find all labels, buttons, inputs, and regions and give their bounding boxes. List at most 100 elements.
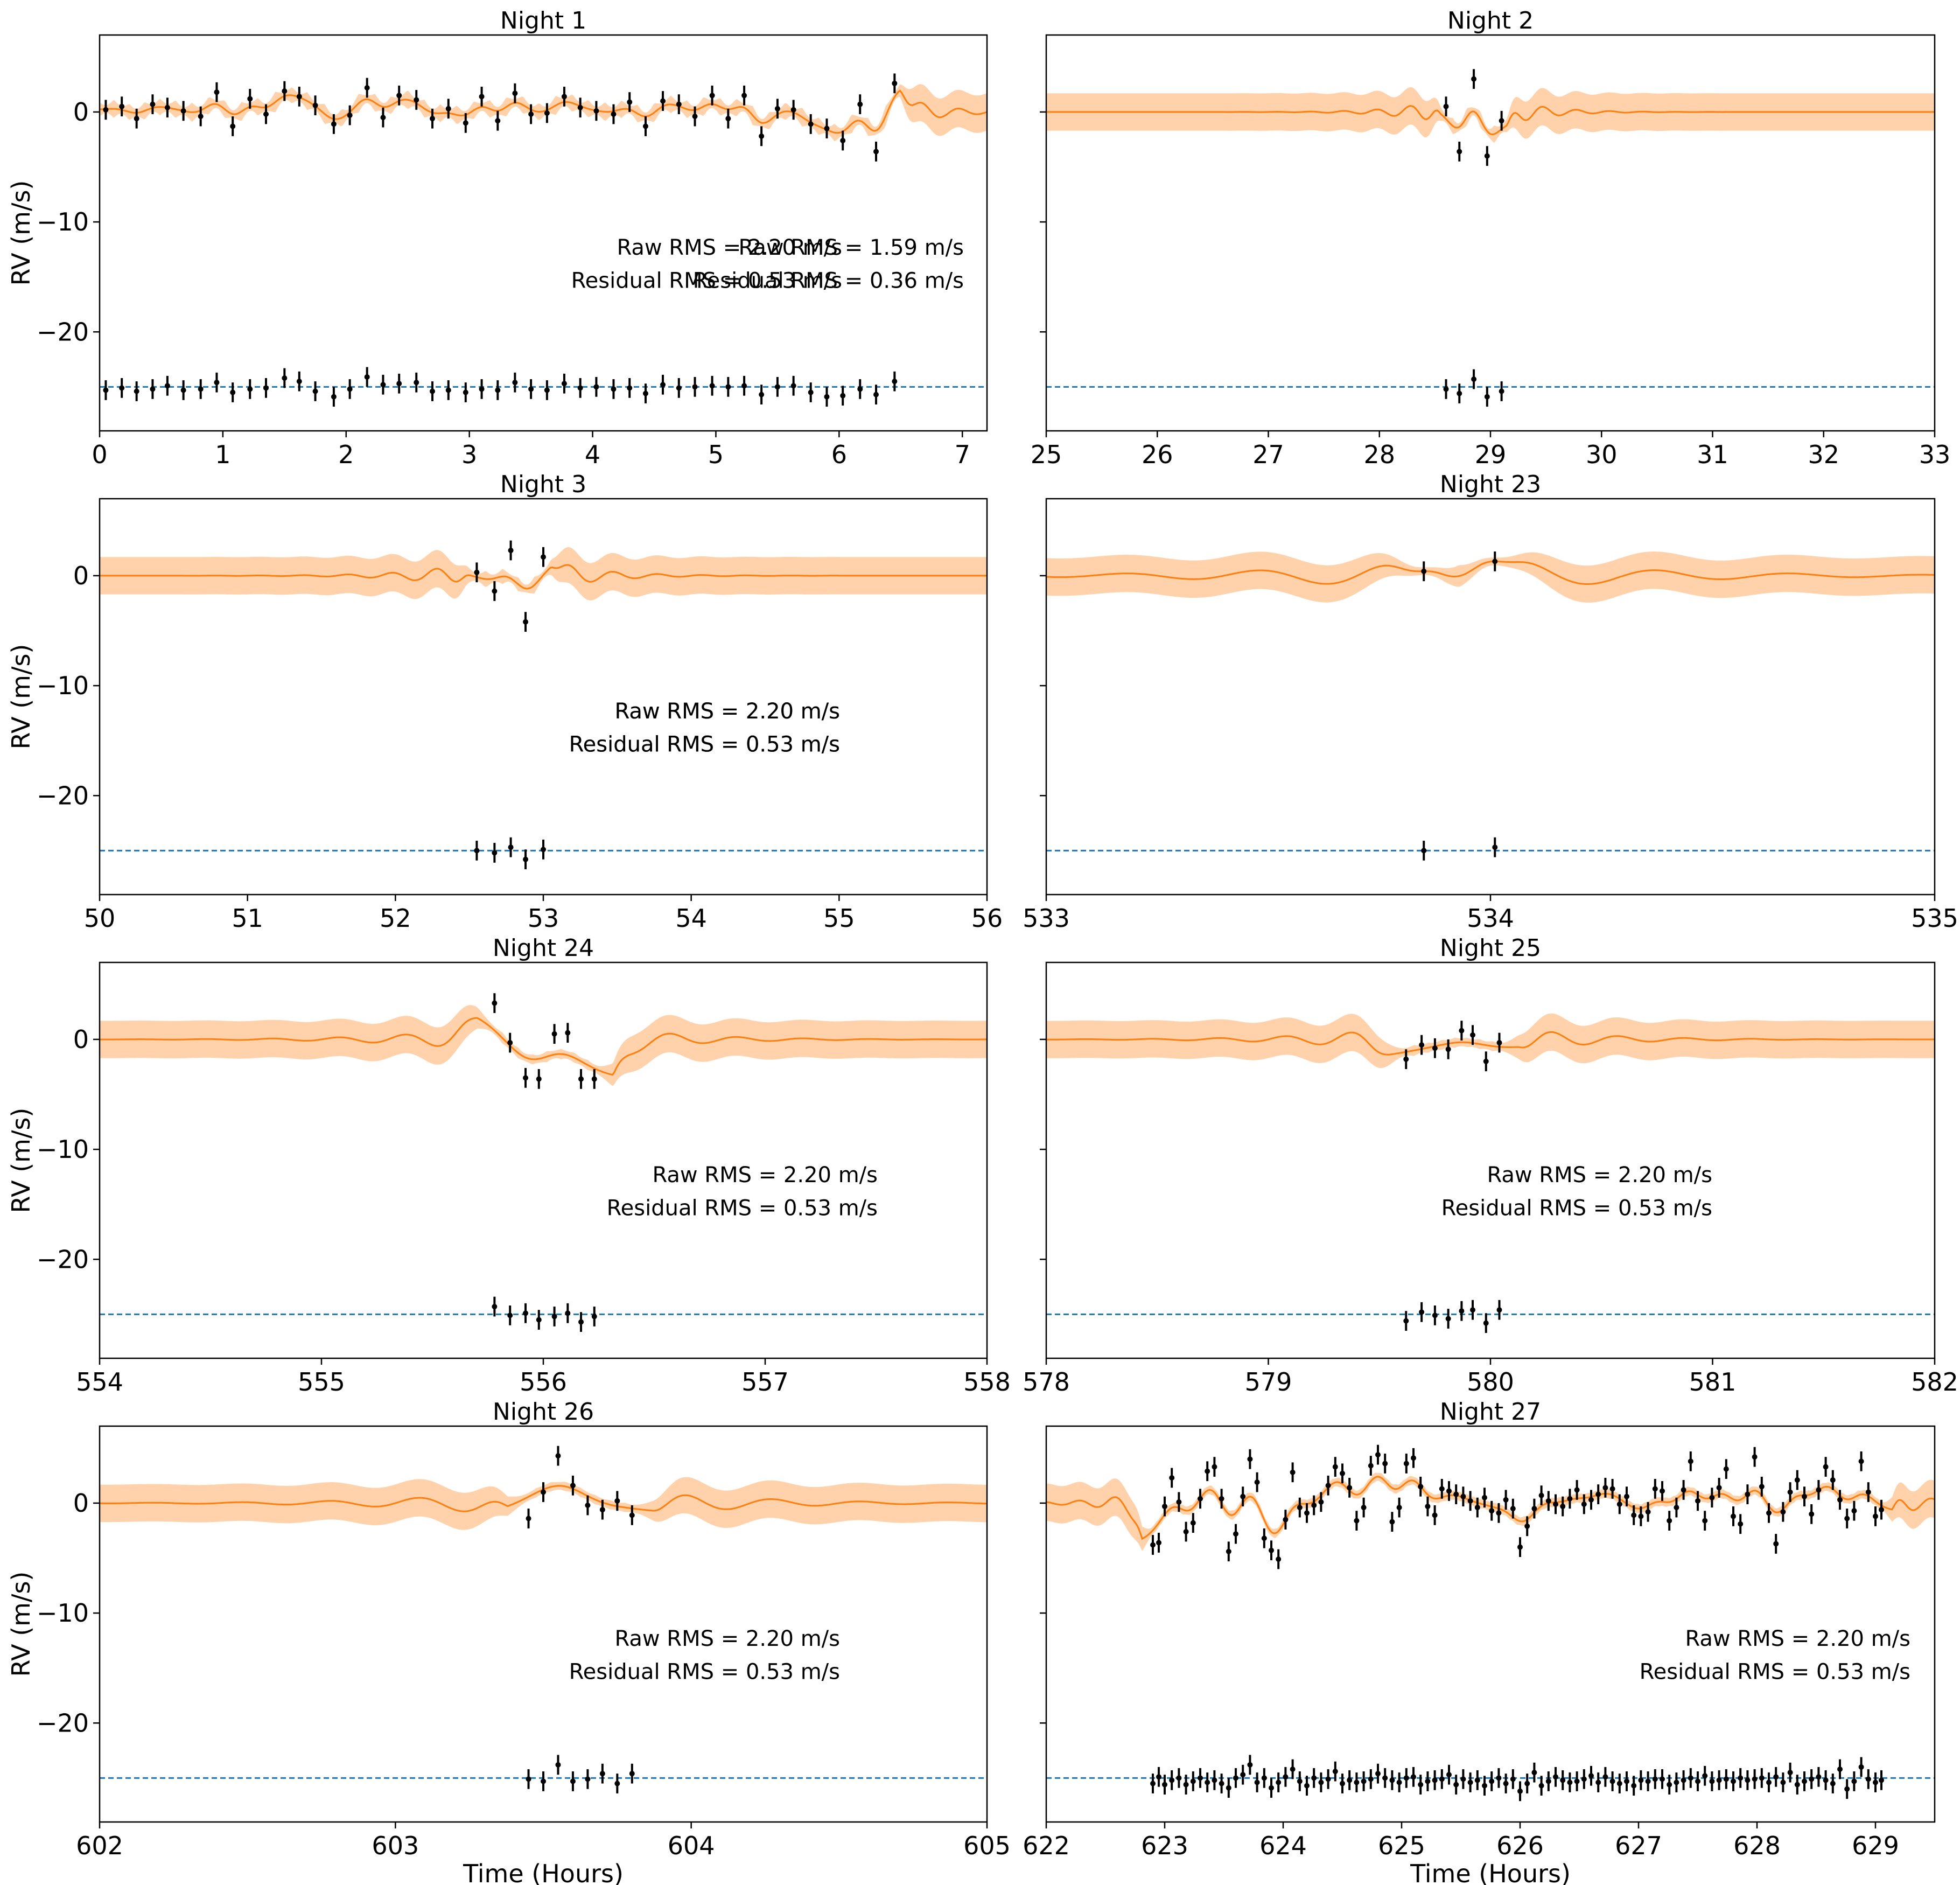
x-tick-label: 7	[955, 440, 970, 469]
residual-point	[741, 383, 747, 389]
y-tick-label: −20	[37, 1245, 89, 1274]
residual-point	[526, 1776, 531, 1782]
x-tick-label: 557	[741, 1367, 789, 1397]
residual-point	[555, 1762, 561, 1768]
rv-point	[1162, 1504, 1167, 1510]
residual-point	[1631, 1783, 1637, 1789]
rv-point	[119, 103, 125, 109]
residual-point	[1716, 1777, 1722, 1783]
rv-point	[364, 85, 370, 90]
model-line	[1046, 561, 1935, 585]
residual-point	[1809, 1776, 1815, 1782]
x-tick-label: 623	[1141, 1831, 1188, 1860]
rv-point	[474, 569, 480, 575]
residual-point	[119, 385, 125, 391]
rv-point	[1595, 1491, 1601, 1497]
subplot-7: Night 26 602 603 604 605 0 −10 −20 RV (m/s) Time …	[6, 1398, 1011, 1885]
residual-point	[396, 381, 402, 387]
rv-point	[512, 90, 518, 96]
residual-point	[263, 385, 269, 391]
residual-point	[1418, 1782, 1424, 1788]
rv-point	[180, 108, 186, 114]
residual-point	[1226, 1785, 1231, 1791]
rv-point	[1297, 1505, 1303, 1511]
residual-point	[1283, 1774, 1289, 1780]
subplot-title: Night 1	[500, 7, 586, 34]
rv-point	[1702, 1518, 1708, 1524]
rv-point	[1688, 1458, 1693, 1464]
subplot-5: Night 24 554 555 556 557 558 0 −10 −20 RV (m/s) Ra…	[6, 934, 1011, 1397]
residual-point	[614, 1781, 620, 1786]
residual-point	[790, 383, 796, 389]
rv-point	[1602, 1485, 1608, 1491]
residual-rms-annotation: Residual RMS = 0.53 m/s	[569, 732, 840, 757]
model-line	[100, 1017, 987, 1076]
plot-area	[100, 540, 987, 870]
residual-point	[1681, 1777, 1686, 1783]
rv-point	[1318, 1499, 1324, 1505]
residual-point	[541, 1778, 546, 1784]
residual-point	[1492, 844, 1498, 850]
residual-point	[1403, 1318, 1409, 1324]
residual-point	[1439, 1776, 1445, 1782]
rv-point	[1389, 1519, 1395, 1525]
raw-rms-annotation: Raw RMS = 1.59 m/s	[738, 235, 964, 260]
rv-point	[1809, 1511, 1815, 1517]
residual-point	[676, 385, 682, 391]
x-tick-label: 627	[1615, 1831, 1662, 1860]
rv-point	[642, 123, 648, 129]
raw-rms-annotation: Raw RMS = 2.20 m/s	[1685, 1626, 1910, 1651]
residual-point	[1830, 1781, 1836, 1786]
residual-point	[1457, 390, 1462, 396]
residual-point	[1667, 1782, 1672, 1788]
rv-point	[570, 1483, 576, 1489]
rv-point	[1368, 1463, 1374, 1469]
residual-point	[1879, 1777, 1884, 1783]
residual-point	[709, 383, 715, 389]
rv-point	[1439, 1486, 1445, 1492]
rv-point	[1496, 1040, 1502, 1046]
plot-area	[1046, 1013, 1935, 1334]
rv-point	[492, 1000, 498, 1006]
rv-point	[1830, 1477, 1836, 1483]
residual-point	[578, 1319, 584, 1325]
rv-point	[1482, 1495, 1487, 1500]
rv-point	[1709, 1495, 1715, 1500]
residual-point	[512, 380, 518, 386]
residual-point	[857, 386, 863, 392]
residual-point	[1553, 1774, 1558, 1780]
residual-point	[380, 382, 386, 388]
rv-point	[1446, 1488, 1452, 1494]
residual-point	[1688, 1775, 1693, 1781]
rv-point	[1499, 118, 1504, 124]
rv-point	[1269, 1547, 1274, 1553]
residual-point	[1156, 1774, 1161, 1780]
rv-point	[544, 110, 550, 116]
x-tick-label: 625	[1378, 1831, 1425, 1860]
x-tick-label: 604	[668, 1831, 715, 1860]
residual-point	[1484, 394, 1490, 400]
residual-point	[1524, 1781, 1530, 1786]
residual-point	[627, 385, 633, 391]
model-line	[100, 564, 987, 590]
rv-point	[1823, 1464, 1829, 1470]
rv-point	[1681, 1487, 1686, 1493]
model-uncertainty-band	[100, 1477, 987, 1530]
residual-point	[1517, 1788, 1523, 1794]
x-tick-label: 5	[708, 440, 724, 469]
residual-point	[523, 856, 529, 862]
residual-point	[1311, 1775, 1317, 1781]
residual-point	[591, 1314, 597, 1320]
x-tick-label: 603	[372, 1831, 419, 1860]
rv-point	[1484, 153, 1490, 159]
x-tick-label: 602	[76, 1831, 123, 1860]
axes-frame	[99, 1425, 988, 1823]
residual-point	[1403, 1775, 1409, 1781]
model-line	[100, 89, 987, 134]
plot-area	[1046, 1444, 1935, 1802]
rv-point	[134, 116, 139, 122]
residual-point	[1425, 1778, 1431, 1784]
y-tick-label: −10	[37, 1135, 89, 1164]
rv-point	[1588, 1497, 1594, 1503]
residual-point	[180, 387, 186, 393]
